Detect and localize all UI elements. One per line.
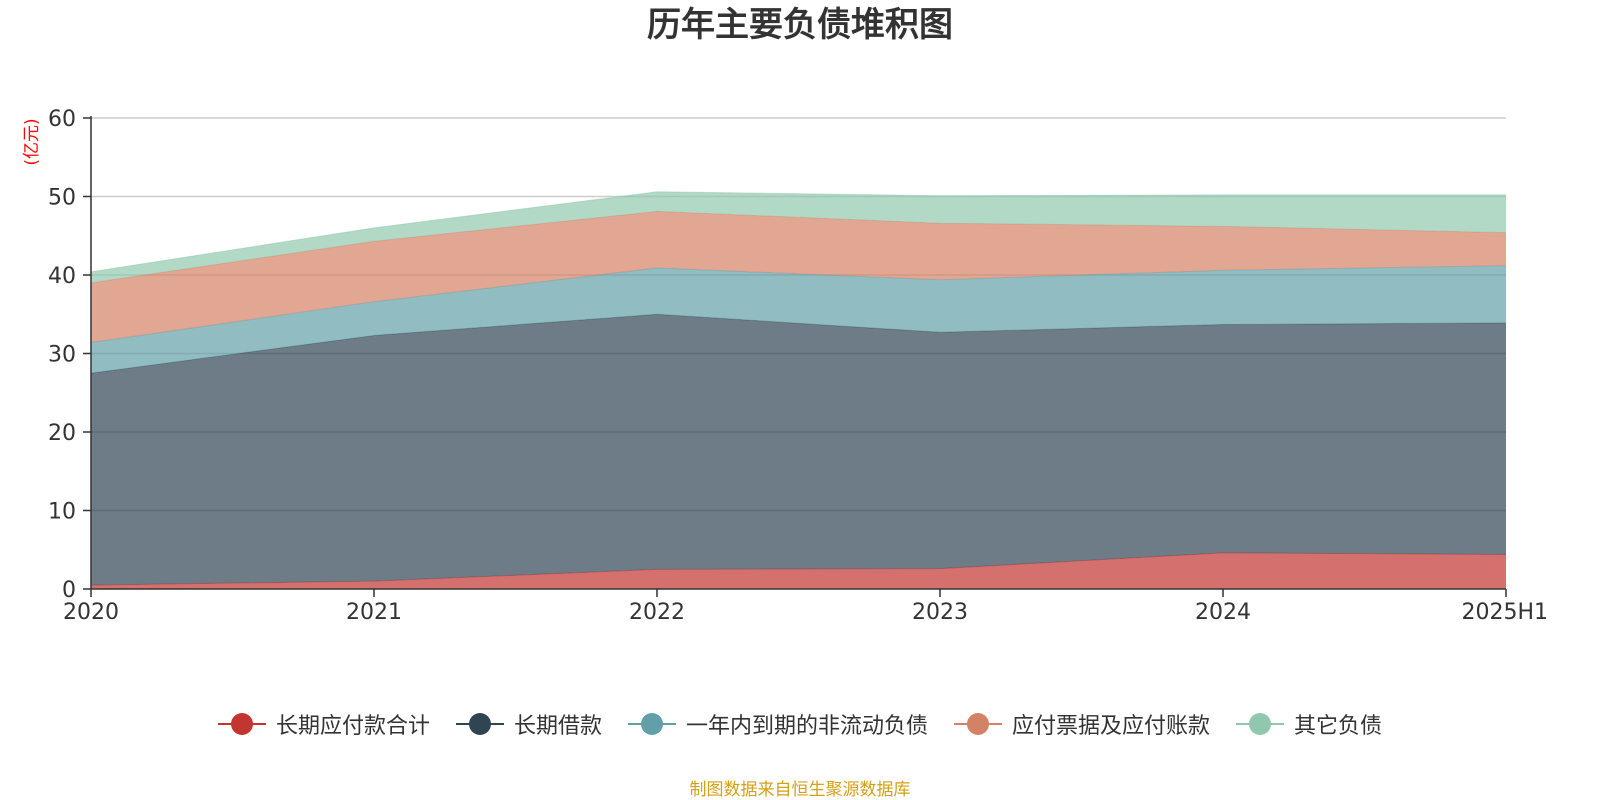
y-axis-unit-label: (亿元) — [22, 118, 42, 165]
legend-label: 长期应付款合计 — [275, 714, 430, 739]
area-series-4[interactable] — [91, 211, 1506, 343]
x-tick-label: 2024 — [1195, 600, 1251, 625]
y-tick-label: 60 — [48, 107, 76, 132]
legend-marker-icon — [954, 712, 1002, 736]
area-series-edge-5 — [90, 191, 1506, 273]
y-tick-label: 10 — [48, 500, 76, 525]
legend-label: 长期借款 — [513, 714, 602, 739]
y-tick-label: 20 — [48, 421, 76, 446]
axes: 0 10 20 30 40 50 60 2020 2021 2022 2023 2024 2025H1 — [48, 107, 1548, 625]
legend: 长期应付款合计 长期借款 一年内到期的非流动负债 应付票据及应付账款 其它负债 — [0, 708, 1600, 740]
legend-item-3[interactable]: 一年内到期的非流动负债 — [627, 708, 928, 740]
legend-item-4[interactable]: 应付票据及应付账款 — [954, 708, 1210, 740]
legend-marker-icon — [1236, 712, 1285, 736]
legend-label: 一年内到期的非流动负债 — [685, 714, 928, 739]
area-series-3[interactable] — [91, 265, 1506, 374]
x-tick-label: 2021 — [346, 600, 402, 625]
y-tick-label: 30 — [48, 343, 76, 368]
legend-marker-icon — [217, 712, 266, 736]
area-series-5[interactable] — [91, 191, 1506, 283]
legend-marker-icon — [455, 712, 504, 736]
chart-title: 历年主要负债堆积图 — [647, 5, 953, 45]
x-tick-label: 2022 — [629, 600, 685, 625]
y-tick-label: 0 — [62, 578, 76, 603]
legend-label: 其它负债 — [1294, 714, 1383, 739]
source-note: 制图数据来自恒生聚源数据库 — [689, 780, 911, 800]
legend-item-1[interactable]: 长期应付款合计 — [217, 708, 430, 740]
x-tick-label: 2023 — [912, 600, 968, 625]
x-tick-label: 2025H1 — [1461, 600, 1548, 625]
legend-marker-icon — [627, 712, 676, 736]
x-tick-label: 2020 — [63, 600, 119, 625]
legend-label: 应付票据及应付账款 — [1012, 714, 1211, 739]
area-series-1[interactable] — [91, 552, 1506, 589]
legend-item-5[interactable]: 其它负债 — [1236, 708, 1382, 740]
area-series — [90, 191, 1507, 589]
area-series-2[interactable] — [91, 314, 1506, 586]
legend-item-2[interactable]: 长期借款 — [455, 708, 602, 740]
y-tick-label: 50 — [48, 186, 76, 211]
y-tick-label: 40 — [48, 264, 76, 289]
